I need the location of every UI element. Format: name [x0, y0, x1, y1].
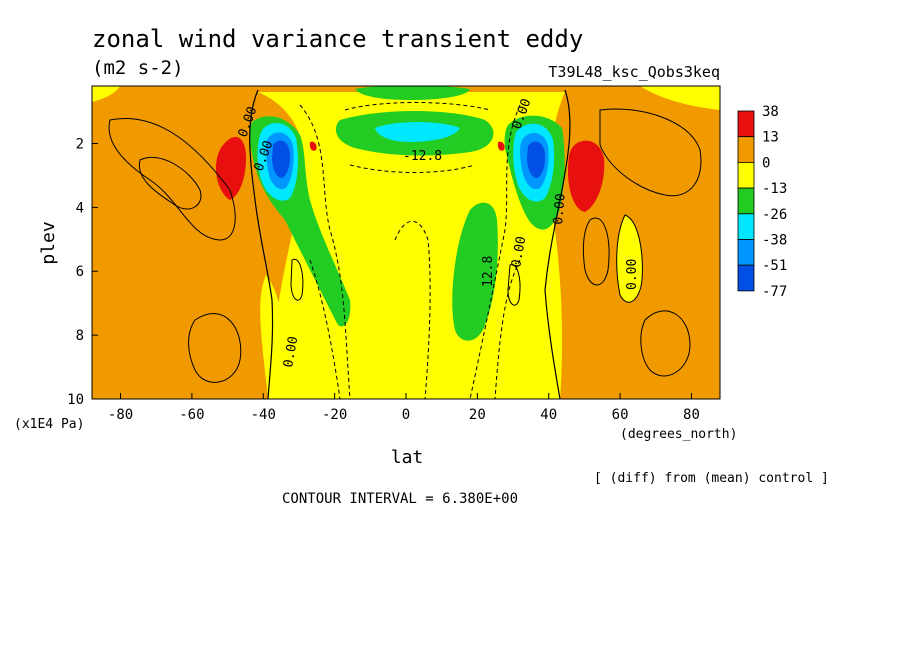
y-tick-label: 8: [76, 328, 84, 344]
region-deepblue-north: [527, 141, 546, 178]
contour-label: 0.00: [281, 335, 301, 368]
contour-dashed-lower-left: [309, 259, 341, 399]
contour-positive-south-3: [188, 313, 242, 383]
colorbar-swatch: [737, 161, 755, 189]
colorbar-swatch: [737, 187, 755, 215]
region-green-nh-mid: [452, 202, 498, 341]
colorbar-swatch: [737, 239, 755, 266]
colorbar-swatch: [737, 110, 755, 138]
colorbar-label: 0: [762, 155, 770, 171]
contour-dashed-central-1: [344, 102, 491, 111]
colorbar-swatch: [737, 136, 755, 163]
contour-positive-north-1: [599, 108, 702, 197]
region-yellow-north-tongue: [616, 215, 643, 303]
y-tick-label: 2: [76, 136, 84, 152]
x-axis-label: lat: [391, 447, 424, 468]
contour-label: -12.8: [403, 149, 442, 164]
chart-title: zonal wind variance transient eddy: [92, 25, 583, 53]
colorbar-label: 13: [762, 130, 779, 146]
colorbar-swatch: [737, 264, 755, 292]
contour-dashed-lower-right: [494, 259, 521, 399]
colorbar-label: 38: [762, 104, 779, 120]
contour-interval-text: CONTOUR INTERVAL = 6.380E+00: [282, 491, 518, 507]
y-tick-label: 6: [76, 264, 84, 280]
region-deepblue-south: [272, 140, 291, 178]
x-tick-label: 40: [540, 407, 557, 423]
colorbar-label: -13: [762, 181, 787, 197]
contour-label: 0.00: [625, 259, 640, 290]
contour-positive-north-3: [582, 217, 610, 286]
diff-note: [ (diff) from (mean) control ]: [594, 471, 829, 486]
contour-label: 0.00: [551, 193, 569, 226]
colorbar-label: -77: [762, 284, 787, 300]
contour-zero-nh-tongue: [616, 214, 643, 303]
contour-positive-south-2: [138, 156, 202, 210]
y-tick-label: 10: [67, 392, 84, 408]
contour-dashed-central-2: [349, 164, 476, 173]
region-red-south-small: [309, 141, 317, 151]
contour-dashed-north: [469, 104, 521, 399]
colorbar-legend: 38 13 0 -13 -26 -38 -51 -77: [737, 104, 787, 300]
region-red-north-max: [568, 140, 605, 212]
region-red-north-small: [497, 141, 505, 151]
region-green-top: [355, 86, 470, 100]
region-yellow-top-right: [640, 86, 720, 110]
x-tick-label: -20: [322, 407, 347, 423]
colorbar-label: -51: [762, 258, 787, 274]
y-axis-label: plev: [38, 221, 59, 264]
y-units-label: (x1E4 Pa): [14, 417, 84, 432]
contour-dashed-mid: [394, 220, 431, 399]
colorbar-label: -26: [762, 207, 787, 223]
y-tick-label: 4: [76, 200, 84, 216]
contour-positive-north-small: [507, 264, 521, 306]
contour-positive-north-2: [640, 310, 691, 377]
contour-label: 0.00: [509, 235, 529, 268]
region-yellow-top-left: [92, 86, 120, 102]
x-tick-label: 60: [612, 407, 629, 423]
region-red-south-max: [215, 136, 246, 200]
contour-positive-south-small: [290, 258, 304, 301]
contour-label: 12.8: [481, 256, 496, 287]
run-label: T39L48_ksc_Qobs3keq: [548, 63, 720, 81]
x-tick-label: -60: [179, 407, 204, 423]
x-axis: -80 -60 -40 -20 0 20 40 60 80: [108, 393, 700, 423]
x-tick-label: 80: [683, 407, 700, 423]
colorbar-label: -38: [762, 233, 787, 249]
colorbar-swatch: [737, 213, 755, 240]
y-axis: 2 4 6 8 10: [67, 136, 98, 408]
x-units-label: (degrees_north): [620, 427, 737, 442]
x-tick-label: 20: [469, 407, 486, 423]
contour-positive-south-1: [108, 118, 236, 241]
x-tick-label: -80: [108, 407, 133, 423]
contour-dashed-south: [299, 104, 351, 399]
contour-zero-north: [544, 89, 571, 399]
contour-lines: [108, 89, 702, 399]
contour-labels: 0.00 0.00 0.00 0.00 0.00 0.00 0.00 -12.8…: [236, 97, 640, 369]
region-yellow-central: [258, 92, 565, 399]
contour-field: [92, 86, 720, 399]
region-cyan-central: [375, 122, 460, 142]
chart-subtitle: (m2 s-2): [92, 57, 184, 79]
contour-zero-south: [249, 89, 274, 399]
x-tick-label: 0: [402, 407, 410, 423]
x-tick-label: -40: [251, 407, 276, 423]
